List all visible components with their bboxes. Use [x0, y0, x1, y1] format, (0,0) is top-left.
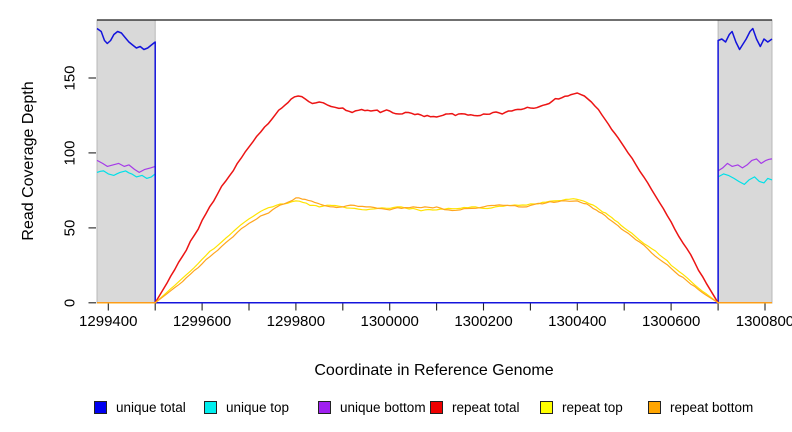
x-tick-label: 1300000 [360, 313, 419, 330]
repeat-total-swatch-icon [430, 401, 443, 414]
y-tick-label: 50 [61, 219, 79, 237]
series-line-unique-bottom [96, 158, 773, 304]
unique-top-swatch-icon [204, 401, 217, 414]
legend-item-unique-bottom: unique bottom [318, 400, 426, 415]
legend-item-unique-total: unique total [94, 400, 186, 415]
y-tick-label: 100 [61, 140, 79, 166]
x-tick-label: 1300600 [641, 313, 701, 330]
legend-label: unique bottom [340, 400, 426, 415]
legend-label: unique total [116, 400, 186, 415]
x-tick-label: 1300800 [735, 313, 792, 330]
shaded-region [717, 19, 773, 304]
series-line-repeat-top [97, 198, 772, 304]
y-tick-label: 0 [61, 298, 79, 307]
repeat-bottom-swatch-icon [648, 401, 661, 414]
legend-label: repeat total [452, 400, 520, 415]
legend-item-repeat-top: repeat top [540, 400, 623, 415]
legend-label: repeat bottom [670, 400, 754, 415]
unique-total-swatch-icon [94, 401, 107, 414]
legend-item-repeat-bottom: repeat bottom [648, 400, 753, 415]
x-tick-label: 1300200 [454, 313, 513, 330]
shaded-region [96, 19, 156, 304]
series-line-unique-top [96, 170, 773, 304]
x-tick-label: 1300400 [548, 313, 607, 330]
y-axis-title: Read Coverage Depth [20, 81, 37, 241]
unique-bottom-swatch-icon [318, 401, 331, 414]
legend-item-repeat-total: repeat total [430, 400, 520, 415]
legend-label: unique top [226, 400, 290, 415]
x-tick-label: 1299400 [79, 313, 138, 330]
legend-label: repeat top [562, 400, 623, 415]
x-axis-title: Coordinate in Reference Genome [314, 362, 554, 379]
y-tick-label: 150 [61, 65, 79, 91]
legend-item-unique-top: unique top [204, 400, 289, 415]
series-line-repeat-total [97, 92, 772, 304]
x-tick-label: 1299800 [266, 313, 326, 330]
repeat-top-swatch-icon [540, 401, 553, 414]
x-tick-label: 1299600 [172, 313, 232, 330]
series-line-repeat-bottom [97, 197, 772, 304]
series-line-unique-total [96, 27, 773, 304]
